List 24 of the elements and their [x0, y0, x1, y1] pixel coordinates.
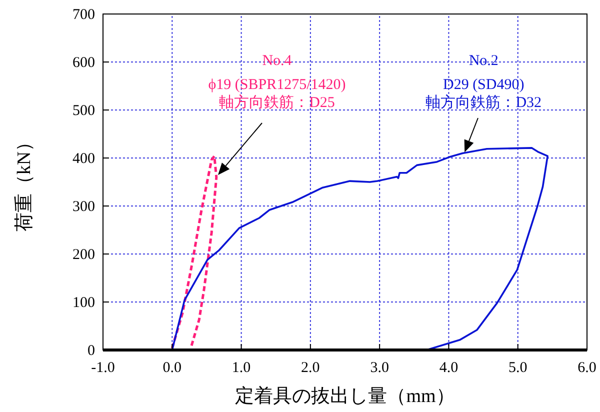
annotation: D29 (SD490) 軸方向鉄筋：D32 [426, 77, 542, 112]
x-tick-label: 2.0 [301, 360, 320, 376]
text: No.4 [262, 53, 292, 69]
x-tick-label: 6.0 [578, 360, 596, 376]
y-tick-label: 400 [72, 151, 95, 167]
y-tick-label: 0 [88, 343, 95, 359]
x-tick-label: 3.0 [370, 360, 389, 376]
y-axis-title: 荷重（kN） [14, 132, 35, 232]
y-tick-label: 700 [72, 7, 95, 23]
text: No.2 [468, 53, 498, 70]
annotation: ϕ19 (SBPR1275/1420) 軸方向鉄筋：D25 [208, 77, 346, 111]
x-tick-label: 4.0 [439, 360, 458, 376]
x-tick-label: 1.0 [232, 360, 251, 376]
line-series [170, 154, 218, 350]
x-axis-title: 定着具の抜出し量（mm） [235, 385, 455, 407]
y-tick-label: 300 [72, 199, 95, 215]
x-tick-label: -1.0 [91, 360, 115, 376]
y-tick-label: 200 [72, 247, 95, 263]
x-tick-label: 0.0 [162, 360, 182, 376]
y-tick-label: 600 [72, 55, 95, 71]
x-tick-label: 5.0 [508, 360, 528, 376]
y-tick-label: 100 [72, 295, 95, 311]
y-tick-label: 500 [72, 103, 95, 119]
line-series [171, 147, 548, 351]
